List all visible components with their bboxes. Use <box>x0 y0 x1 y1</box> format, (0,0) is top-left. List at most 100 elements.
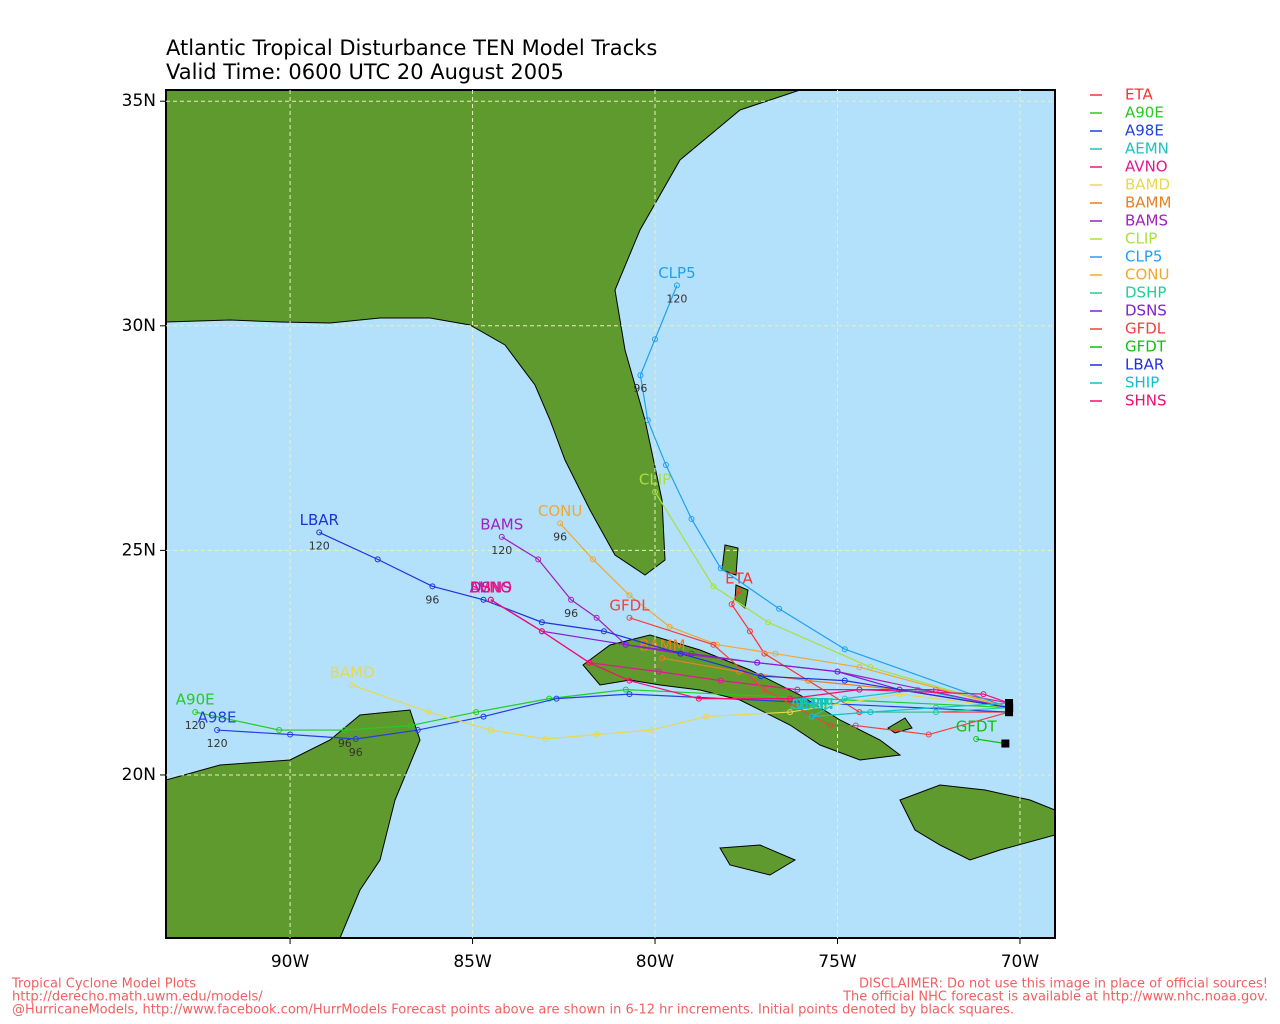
forecast-point <box>659 655 666 662</box>
track-label: ETA <box>725 569 753 587</box>
forecast-point <box>557 520 564 527</box>
y-tick-label: 20N <box>122 765 156 785</box>
hour-label: 96 <box>425 593 439 606</box>
legend-label: AVNO <box>1125 158 1168 176</box>
forecast-point <box>487 727 494 734</box>
forecast-point <box>652 488 659 495</box>
track-label: DSHP <box>791 695 832 713</box>
track-label: A98E <box>198 709 237 727</box>
forecast-point <box>586 659 593 666</box>
legend-label: DSHP <box>1125 284 1166 302</box>
legend-label: AEMN <box>1125 140 1169 158</box>
forecast-point <box>637 372 644 379</box>
footer-text: Tropical Cyclone Model Plots <box>11 977 196 992</box>
plot-frame <box>165 89 1056 939</box>
footer-text: @HurricaneModels, http://www.facebook.co… <box>12 1003 1014 1018</box>
forecast-point <box>316 529 323 536</box>
forecast-point <box>787 709 794 716</box>
track-label: A90E <box>176 691 215 709</box>
track-label: CLP5 <box>658 264 695 282</box>
forecast-point <box>746 628 753 635</box>
track-label: CONU <box>538 502 582 520</box>
hour-label: 120 <box>207 737 228 750</box>
y-tick-label: 30N <box>122 316 156 336</box>
forecast-point <box>933 704 940 711</box>
forecast-point <box>973 736 980 743</box>
track-label: BAMS <box>480 515 523 533</box>
legend-label: BAMS <box>1125 212 1168 230</box>
hour-label: 96 <box>633 382 647 395</box>
legend-label: A90E <box>1125 104 1164 122</box>
forecast-point <box>568 596 575 603</box>
forecast-point <box>655 668 662 675</box>
forecast-point <box>841 646 848 653</box>
forecast-point <box>841 677 848 684</box>
legend-label: BAMD <box>1125 176 1170 194</box>
track-line <box>217 693 1010 740</box>
forecast-point <box>542 736 549 743</box>
track-label: AVNO <box>470 578 513 596</box>
forecast-point <box>593 614 600 621</box>
forecast-point <box>498 533 505 540</box>
forecast-point <box>834 668 841 675</box>
forecast-point <box>867 709 874 716</box>
forecast-point <box>425 709 432 716</box>
forecast-point <box>776 605 783 612</box>
footer-text: The official NHC forecast is available a… <box>842 990 1268 1005</box>
forecast-point <box>589 556 596 563</box>
forecast-point <box>666 623 673 630</box>
forecast-point <box>717 565 724 572</box>
track-line <box>351 684 1010 740</box>
forecast-point <box>538 628 545 635</box>
y-tick-label: 35N <box>122 91 156 111</box>
hour-label: 96 <box>349 746 363 759</box>
hour-label: 120 <box>491 544 512 557</box>
forecast-point <box>352 736 359 743</box>
forecast-point <box>695 695 702 702</box>
land <box>166 90 1055 938</box>
forecast-point <box>852 722 859 729</box>
legend-label: CLIP <box>1125 230 1157 248</box>
forecast-point <box>276 727 283 734</box>
initial-point <box>1005 703 1014 712</box>
forecast-point <box>925 731 932 738</box>
forecast-point <box>374 556 381 563</box>
track-line <box>629 617 1010 736</box>
hour-label: 120 <box>185 719 206 732</box>
forecast-point <box>626 592 633 599</box>
track-line <box>811 702 1010 718</box>
legend-label: SHIP <box>1125 374 1159 392</box>
legend-label: SHNS <box>1125 392 1167 410</box>
track-label: LBAR <box>300 511 339 529</box>
forecast-point <box>856 664 863 671</box>
initial-point <box>1005 708 1014 717</box>
hour-label: 120 <box>309 539 330 552</box>
forecast-point <box>553 695 560 702</box>
track-line <box>976 738 1006 745</box>
track-label: SHIP <box>795 695 829 713</box>
forecast-point <box>787 695 794 702</box>
legend-label: CLP5 <box>1125 248 1162 266</box>
forecast-point <box>341 727 348 734</box>
forecast-point <box>414 727 421 734</box>
forecast-point <box>480 713 487 720</box>
footer-text: DISCLAIMER: Do not use this image in pla… <box>859 977 1268 992</box>
forecast-point <box>626 691 633 698</box>
forecast-point <box>710 641 717 648</box>
hour-label: 96 <box>553 530 567 543</box>
forecast-point <box>735 587 742 594</box>
forecast-point <box>735 668 742 675</box>
x-tick-label: 90W <box>271 952 310 972</box>
forecast-point <box>622 686 629 693</box>
forecast-point <box>287 731 294 738</box>
forecast-point <box>644 417 651 424</box>
track-line <box>559 523 1010 709</box>
forecast-point <box>622 641 629 648</box>
hour-label: 120 <box>666 292 687 305</box>
initial-point <box>1005 699 1014 708</box>
track-label: GFDL <box>609 596 650 614</box>
chart-title: Atlantic Tropical Disturbance TEN Model … <box>166 36 657 60</box>
forecast-point <box>717 677 724 684</box>
forecast-point <box>841 695 848 702</box>
